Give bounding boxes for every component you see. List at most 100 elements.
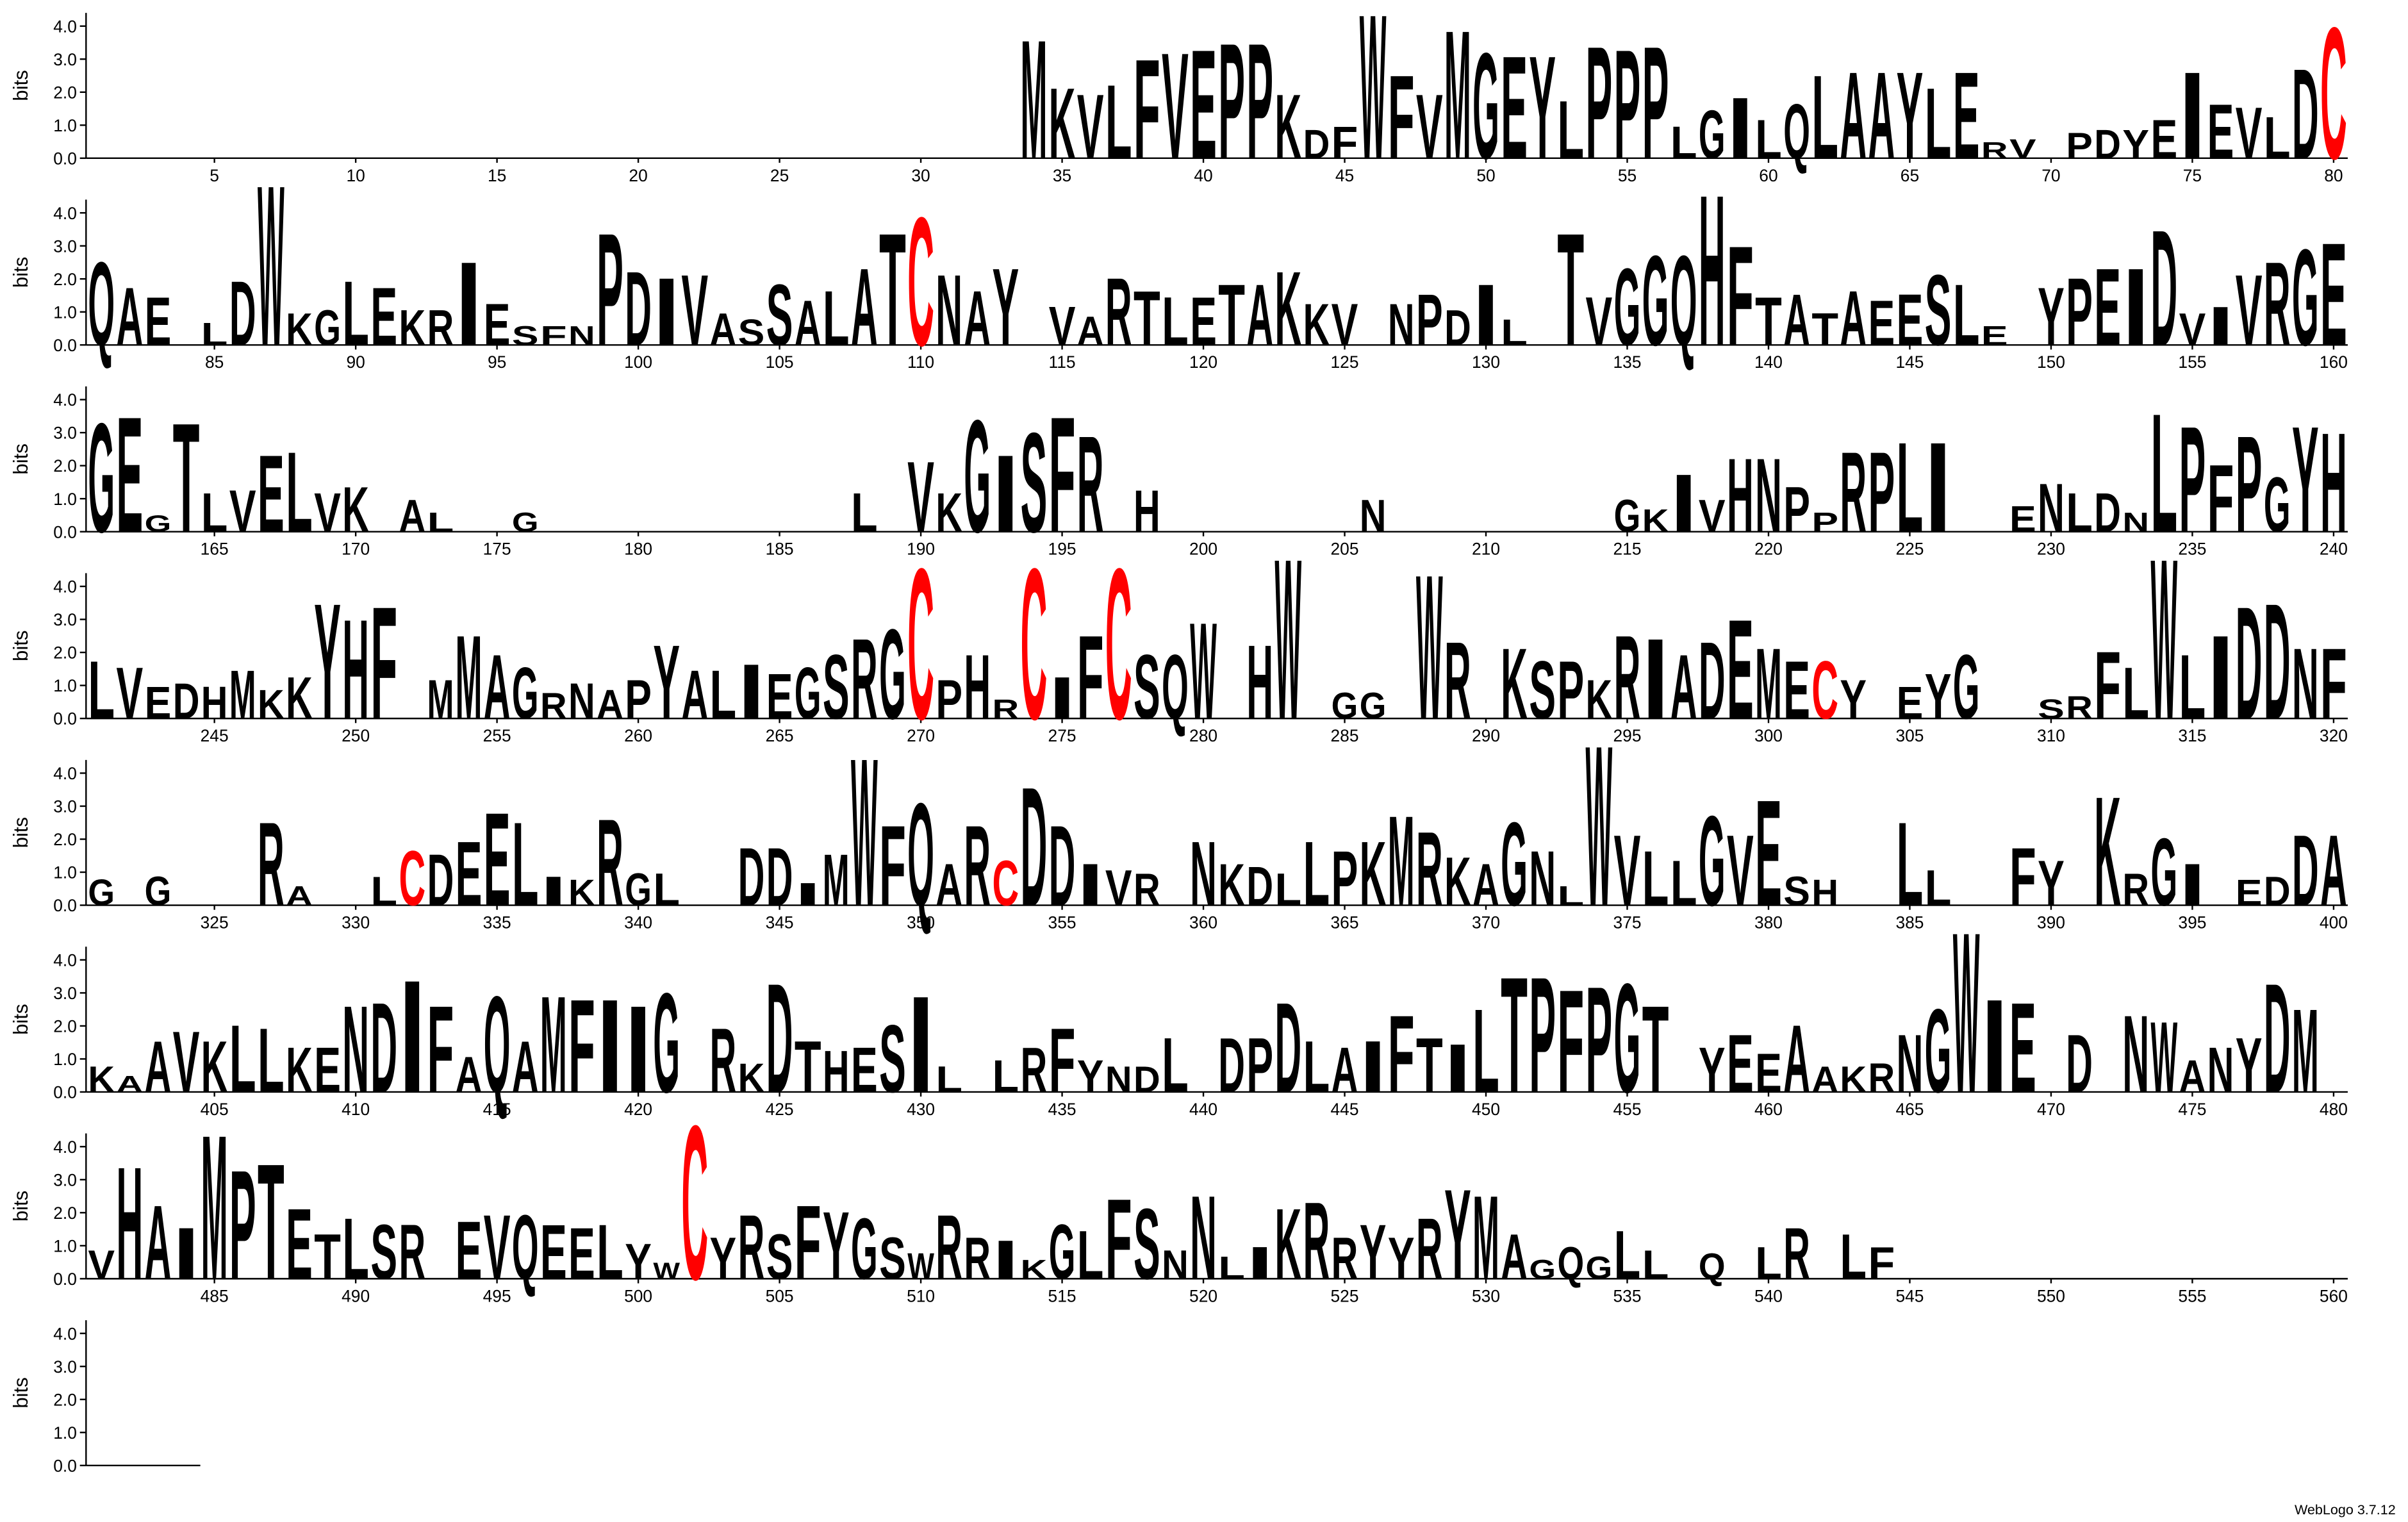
logo-letter: W <box>653 1259 680 1284</box>
logo-letter: A <box>2179 1052 2206 1102</box>
logo-letter: G <box>795 652 821 734</box>
logo-letter: T <box>1218 267 1245 364</box>
logo-letter: G <box>1699 790 1726 933</box>
logo-letter: T <box>258 1129 285 1314</box>
logo-letter: L <box>512 798 539 932</box>
y-tick-label: 4.0 <box>53 1324 77 1343</box>
logo-letter: M <box>1388 790 1415 933</box>
logo-letter: I <box>1727 79 1754 177</box>
logo-letter: V <box>88 1242 115 1288</box>
logo-letter: F <box>1727 217 1754 376</box>
logo-letter: G <box>314 300 341 356</box>
logo-letter: A <box>1077 308 1104 354</box>
logo-letter: F <box>540 321 567 351</box>
logo-letter: A <box>1811 1059 1838 1100</box>
logo-letter: V <box>229 479 256 545</box>
x-tick-label: 340 <box>624 913 652 932</box>
logo-letter: Y <box>2038 270 2065 363</box>
logo-letter: V <box>2236 92 2263 174</box>
logo-letter: E <box>456 1204 482 1297</box>
logo-letter: F <box>795 1184 821 1301</box>
x-tick-label: 305 <box>1895 726 1924 745</box>
logo-letter: D <box>1699 619 1726 742</box>
logo-letter: I <box>2179 852 2206 918</box>
logo-letter: K <box>936 483 962 543</box>
logo-letter: V <box>2179 304 2206 355</box>
y-tick-label: 1.0 <box>53 490 77 509</box>
logo-letter: R <box>399 1209 425 1296</box>
logo-letter: I <box>2122 245 2149 368</box>
logo-letter: I <box>1360 1025 1387 1108</box>
y-tick-label: 3.0 <box>53 1170 77 1189</box>
logo-letter: V <box>1586 284 1613 360</box>
logo-letter: Y <box>653 624 680 741</box>
logo-letter: I <box>2207 296 2234 357</box>
logo-letter: K <box>286 1035 313 1106</box>
footer: WebLogo 3.7.12 <box>2295 1501 2396 1518</box>
logo-letter: K <box>201 1025 228 1108</box>
logo-letter: A <box>936 852 962 918</box>
logo-letter: N <box>1190 1171 1217 1305</box>
x-tick-label: 470 <box>2037 1100 2065 1119</box>
logo-letter: Y <box>314 568 341 754</box>
logo-letter: M <box>1444 0 1471 198</box>
logo-letter: P <box>1614 17 1641 192</box>
logo-letter: N <box>2038 470 2065 547</box>
logo-letter: G <box>1699 97 1726 174</box>
y-tick-label: 3.0 <box>53 424 77 443</box>
logo-letter: T <box>173 390 200 565</box>
logo-letter: K <box>1049 67 1076 179</box>
logo-letter: Q <box>484 968 511 1121</box>
logo-letter: L <box>1897 417 1924 559</box>
logo-letter: T <box>1642 980 1669 1119</box>
logo-letter: E <box>1868 288 1895 359</box>
logo-letter: E <box>1755 768 1782 938</box>
logo-letter: N <box>1105 1059 1132 1100</box>
logo-letter: M <box>229 658 256 734</box>
x-tick-label: 170 <box>342 540 370 559</box>
logo-letter: A <box>681 658 708 734</box>
logo-letter: E <box>1190 284 1217 360</box>
x-tick-label: 365 <box>1331 913 1359 932</box>
x-tick-label: 90 <box>346 352 365 372</box>
logo-letter: A <box>1332 1035 1358 1106</box>
logo-letter: S <box>2038 695 2065 725</box>
logo-letter: P <box>1868 428 1895 556</box>
logo-letter: C <box>2320 0 2347 199</box>
x-tick-label: 415 <box>483 1100 511 1119</box>
x-tick-label: 65 <box>1901 166 1919 185</box>
logo-letter: K <box>1021 1255 1048 1285</box>
logo-letter: T <box>1557 200 1584 379</box>
logo-letter: D <box>1134 1059 1160 1100</box>
x-tick-label: 30 <box>911 166 930 185</box>
x-tick-label: 475 <box>2178 1100 2206 1119</box>
logo-letter: E <box>1897 678 1924 729</box>
logo-letter: L <box>1614 1218 1641 1294</box>
y-tick-label: 0.0 <box>53 149 77 168</box>
y-tick-label: 0.0 <box>53 1270 77 1289</box>
logo-letter: L <box>286 428 313 556</box>
logo-letter: F <box>1388 992 1415 1115</box>
logo-letter: P <box>1246 1022 1273 1109</box>
logo-row: bits 0.0 1.0 2.0 3.0 4.0 <box>10 947 2348 1102</box>
logo-letter: K <box>1360 822 1387 925</box>
x-tick-label: 10 <box>346 166 365 185</box>
logo-letter: W <box>907 1246 934 1287</box>
x-tick-label: 145 <box>1895 352 1924 372</box>
x-tick-label: 160 <box>2320 352 2348 372</box>
logo-letter: L <box>823 275 850 362</box>
logo-letter: E <box>314 1035 341 1106</box>
x-tick-label: 460 <box>1754 1100 1783 1119</box>
x-tick-label: 350 <box>907 913 935 932</box>
logo-letter: S <box>879 1005 906 1113</box>
x-tick-label: 210 <box>1472 540 1500 559</box>
logo-letter: A <box>1840 47 1867 185</box>
logo-letter: I <box>1444 1031 1471 1107</box>
logo-letter: N <box>2122 508 2149 538</box>
logo-letter: L <box>1840 1221 1867 1293</box>
logo-letter: H <box>1811 873 1838 914</box>
x-tick-label: 25 <box>770 166 789 185</box>
x-tick-label: 225 <box>1895 540 1924 559</box>
x-tick-label: 375 <box>1613 913 1642 932</box>
logo-letter: H <box>1727 436 1754 554</box>
